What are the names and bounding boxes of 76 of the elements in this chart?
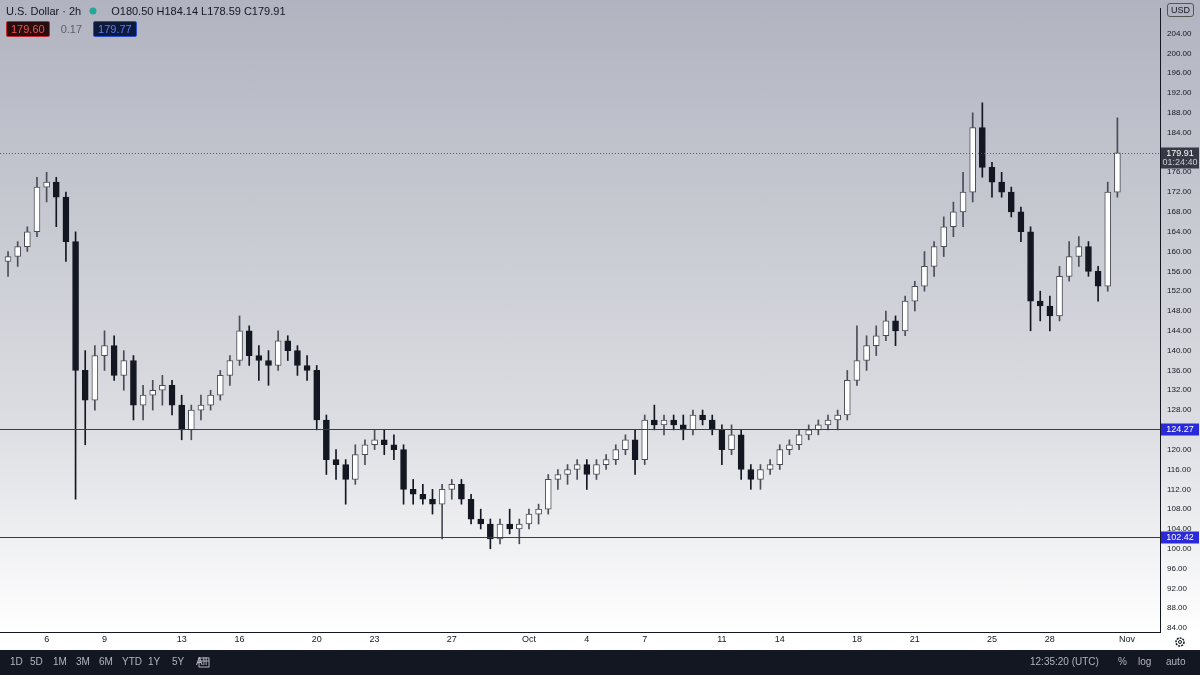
y-tick-label: 92.00 bbox=[1167, 583, 1188, 593]
text: 6M bbox=[99, 656, 113, 667]
candlestick bbox=[255, 345, 263, 381]
candlestick bbox=[332, 449, 340, 480]
y-tick-label: 96.00 bbox=[1167, 563, 1188, 573]
y-tick-label: 88.00 bbox=[1167, 603, 1188, 613]
x-tick-label: 16 bbox=[234, 633, 245, 644]
y-tick-label: 176.00 bbox=[1167, 167, 1193, 177]
x-tick-label: 23 bbox=[369, 633, 380, 644]
text: 1D bbox=[10, 656, 23, 667]
y-tick-label: 204.00 bbox=[1167, 28, 1193, 38]
y-tick-label: 196.00 bbox=[1167, 68, 1193, 78]
x-tick-label: Oct bbox=[521, 633, 537, 644]
y-tick-label: 200.00 bbox=[1167, 48, 1193, 58]
chart-title: U.S. Dollar · 2h bbox=[6, 5, 82, 17]
x-tick-label: 11 bbox=[717, 633, 727, 644]
candlestick bbox=[390, 434, 398, 460]
x-tick-label: 28 bbox=[1044, 633, 1055, 644]
x-tick-label: 7 bbox=[642, 633, 648, 644]
y-tick-label: 100.00 bbox=[1167, 543, 1193, 553]
y-tick-label: 128.00 bbox=[1167, 405, 1193, 415]
x-tick-label: 27 bbox=[446, 633, 457, 644]
text: USD bbox=[1166, 3, 1194, 17]
x-tick-label: 21 bbox=[909, 633, 920, 644]
y-tick-label: 108.00 bbox=[1167, 504, 1193, 514]
x-tick-label: 20 bbox=[311, 633, 322, 644]
candlestick bbox=[380, 429, 388, 455]
y-tick-label: 156.00 bbox=[1167, 266, 1193, 276]
y-tick-label: 152.00 bbox=[1167, 286, 1193, 296]
ref-line-label: 124.27 bbox=[1166, 423, 1194, 434]
y-tick-label: 164.00 bbox=[1167, 226, 1193, 236]
x-tick-label: 25 bbox=[986, 633, 997, 644]
text: 12:35:20 (UTC) bbox=[1030, 656, 1099, 667]
text: log bbox=[1138, 656, 1152, 667]
y-tick-label: 172.00 bbox=[1167, 187, 1193, 197]
ref-line-label: 102.42 bbox=[1166, 531, 1194, 542]
y-tick-label: 140.00 bbox=[1167, 345, 1193, 355]
text: auto bbox=[1166, 656, 1186, 667]
candlestick bbox=[4, 251, 12, 277]
annotation: 0.17 bbox=[59, 22, 84, 37]
y-tick-label: 168.00 bbox=[1167, 207, 1193, 217]
x-tick-label: 6 bbox=[44, 633, 50, 644]
y-tick-label: 192.00 bbox=[1167, 88, 1193, 98]
y-tick-label: 160.00 bbox=[1167, 246, 1193, 256]
y-tick-label: 116.00 bbox=[1167, 464, 1192, 474]
text: YTD bbox=[122, 656, 142, 667]
text: 5D bbox=[30, 656, 43, 667]
y-tick-label: 148.00 bbox=[1167, 306, 1193, 316]
text: 1Y bbox=[148, 656, 161, 667]
y-tick-label: 188.00 bbox=[1167, 108, 1193, 118]
y-tick-label: 132.00 bbox=[1167, 385, 1193, 395]
text: 5Y bbox=[172, 656, 185, 667]
y-tick-label: 144.00 bbox=[1167, 326, 1193, 336]
y-tick-label: 112.00 bbox=[1167, 484, 1192, 494]
annotation: O180.50 H184.14 L178.59 C179.91 bbox=[111, 5, 286, 17]
annotation: 179.60 bbox=[6, 21, 50, 37]
ref-line-label: 179.91 bbox=[1166, 147, 1194, 158]
x-tick-label: Nov bbox=[1119, 633, 1136, 644]
text: 01:24:40 bbox=[1162, 156, 1198, 167]
y-tick-label: 120.00 bbox=[1167, 444, 1193, 454]
x-tick-label: 13 bbox=[176, 633, 187, 644]
candlestick bbox=[149, 380, 157, 411]
text: % bbox=[1118, 656, 1127, 667]
y-tick-label: 184.00 bbox=[1167, 127, 1193, 137]
text: 1M bbox=[53, 656, 67, 667]
y-tick-label: 104.00 bbox=[1167, 524, 1193, 534]
x-tick-label: 9 bbox=[102, 633, 108, 644]
x-tick-label: 14 bbox=[774, 633, 785, 644]
y-tick-label: 84.00 bbox=[1167, 623, 1188, 633]
y-tick-label: 136.00 bbox=[1167, 365, 1193, 375]
text: 3M bbox=[76, 656, 90, 667]
annotation: 179.77 bbox=[93, 21, 137, 37]
x-tick-label: 18 bbox=[851, 633, 862, 644]
candlestick bbox=[303, 355, 311, 381]
x-tick-label: 4 bbox=[584, 633, 590, 644]
candlestick bbox=[409, 479, 417, 505]
